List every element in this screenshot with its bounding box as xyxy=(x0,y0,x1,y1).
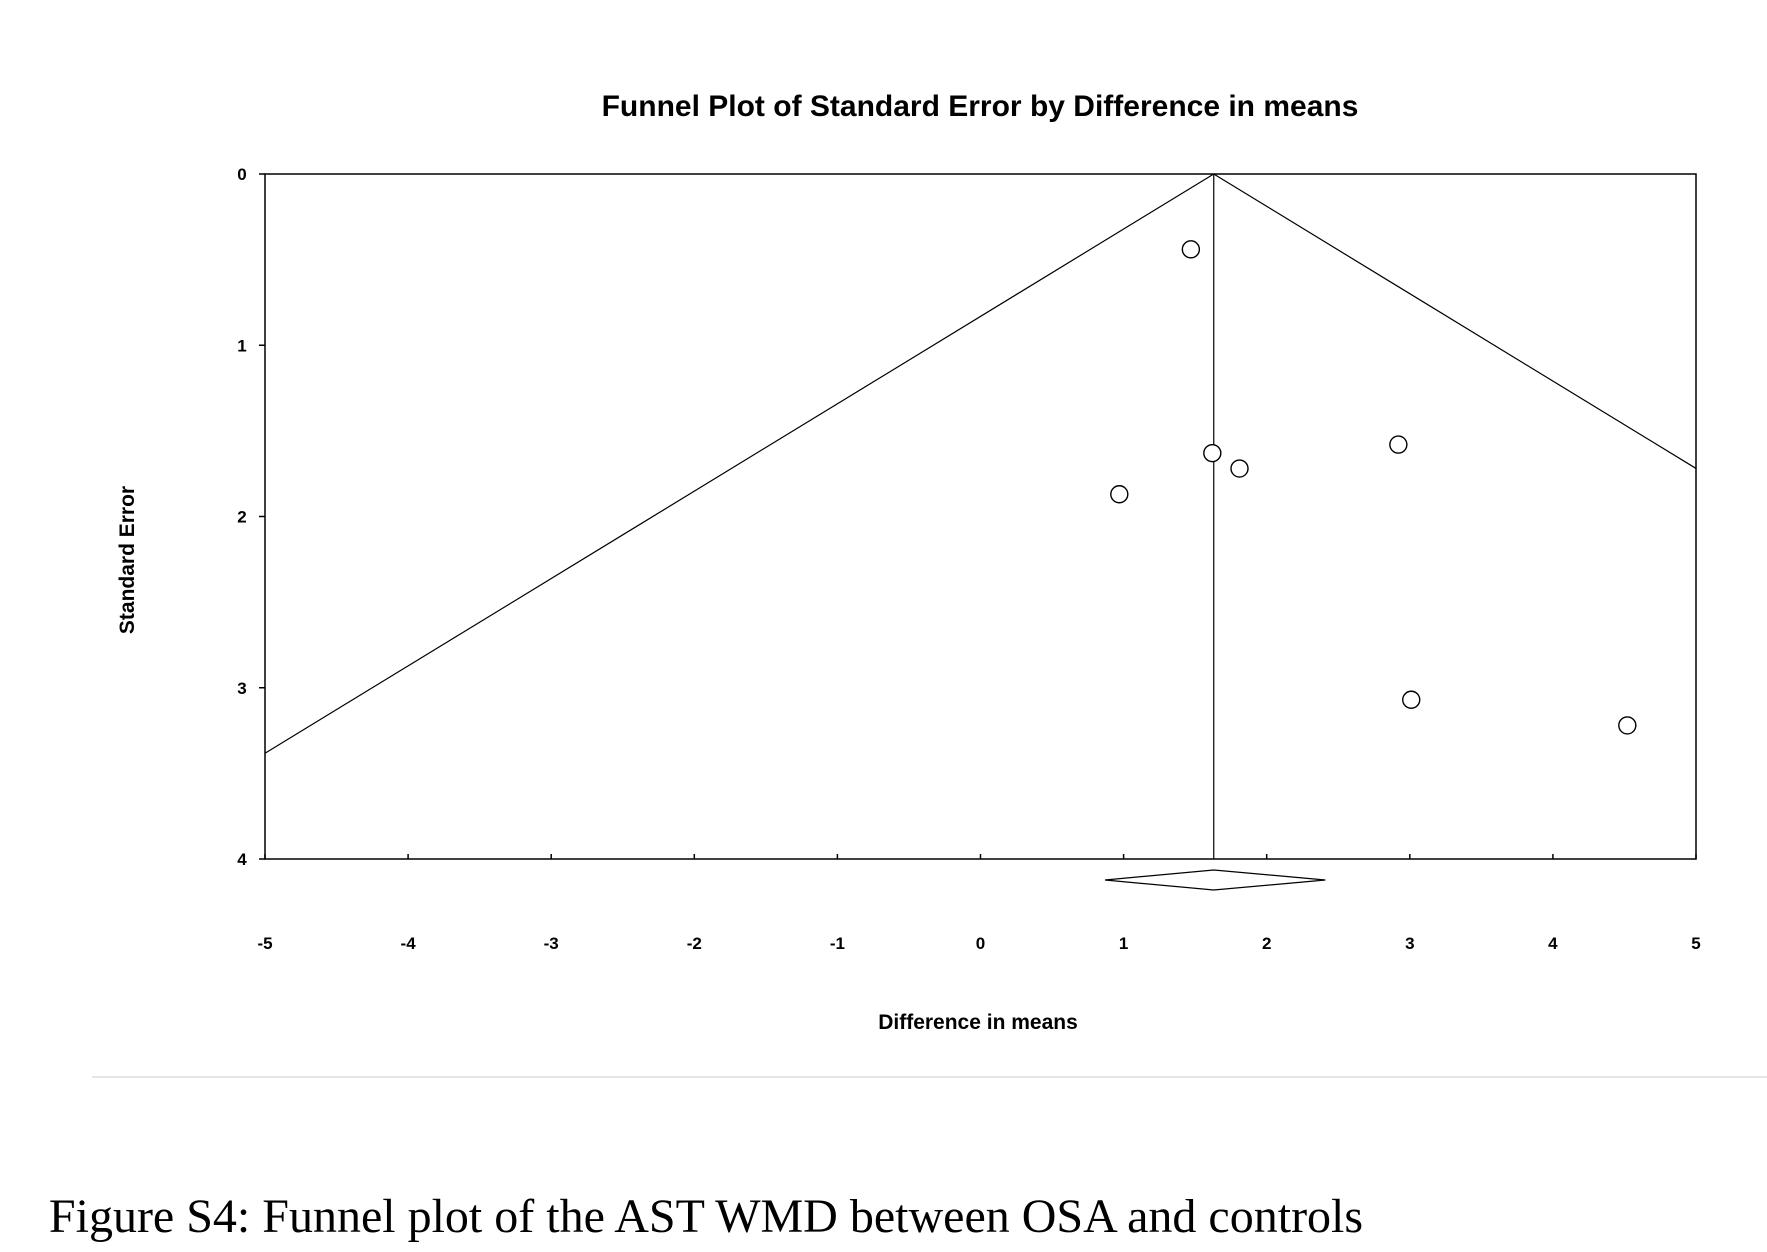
x-tick-label: 1 xyxy=(1119,934,1128,953)
study-points xyxy=(1110,240,1637,735)
x-tick-label: 3 xyxy=(1405,934,1414,953)
funnel-right-line xyxy=(1213,173,1697,469)
study-point xyxy=(1230,459,1249,478)
study-point xyxy=(1402,690,1421,709)
plot-frame xyxy=(264,173,1697,860)
pooled-diamond xyxy=(1104,869,1326,891)
x-tick-label: 5 xyxy=(1691,934,1700,953)
y-tick-label: 3 xyxy=(237,679,246,698)
x-tick-label: -1 xyxy=(830,934,845,953)
chart-title: Funnel Plot of Standard Error by Differe… xyxy=(602,90,1359,123)
x-axis-ticks: -5 -4 -3 -2 -1 0 1 2 3 4 5 xyxy=(257,854,1701,953)
x-tick-label: -4 xyxy=(401,934,417,953)
y-tick-label: 2 xyxy=(237,508,246,527)
x-tick-label: 4 xyxy=(1548,934,1558,953)
x-tick-label: 2 xyxy=(1262,934,1271,953)
x-axis-label: Difference in means xyxy=(878,1011,1078,1034)
study-point xyxy=(1389,435,1408,454)
x-tick-label: -3 xyxy=(544,934,559,953)
figure-caption: Figure S4: Funnel plot of the AST WMD be… xyxy=(49,1190,1363,1243)
y-axis-ticks: 0 1 2 3 4 xyxy=(237,165,265,869)
y-tick-label: 1 xyxy=(237,336,246,355)
y-tick-label: 4 xyxy=(237,850,247,869)
funnel-left-line xyxy=(264,173,1215,754)
study-point xyxy=(1181,240,1201,259)
study-point xyxy=(1618,716,1637,735)
x-tick-label: -5 xyxy=(257,934,272,953)
study-point xyxy=(1203,443,1222,463)
y-tick-label: 0 xyxy=(237,165,246,184)
x-tick-label: 0 xyxy=(976,934,985,953)
pooled-diamond-shape xyxy=(1104,869,1326,891)
x-tick-label: -2 xyxy=(687,934,702,953)
funnel-lines xyxy=(264,173,1697,859)
study-point xyxy=(1110,485,1129,504)
y-axis-label: Standard Error xyxy=(116,486,139,634)
